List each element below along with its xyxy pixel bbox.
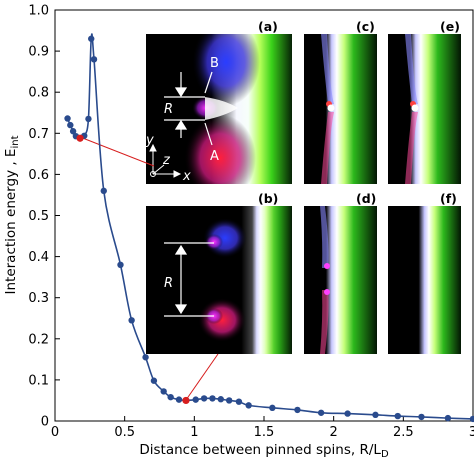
- inset-d: [304, 206, 377, 354]
- y-tick-label: 0.4: [28, 250, 49, 265]
- axis-z-label: z: [162, 153, 171, 168]
- connector-line-b: [185, 353, 219, 401]
- y-tick-label: 0.5: [28, 209, 49, 224]
- data-point: [90, 56, 98, 63]
- data-point: [235, 398, 243, 405]
- y-axis-ticks: 0 0.1 0.2 0.3 0.4 0.5 0.6 0.7 0.8 0.9 1.0: [28, 4, 60, 430]
- separation-markers-a: [164, 71, 213, 146]
- data-point: [88, 35, 95, 42]
- x-tick-label: 3: [469, 425, 474, 440]
- spin-b-label: B: [210, 56, 219, 71]
- data-point: [200, 395, 208, 402]
- data-point: [217, 396, 225, 403]
- y-tick-label: 0: [41, 415, 49, 430]
- series-layer: [64, 33, 474, 423]
- data-point: [317, 409, 325, 416]
- separation-markers-b: [164, 242, 214, 317]
- inset-a-label: (a): [258, 19, 278, 34]
- y-tick-label: 0.2: [28, 332, 49, 347]
- y-tick-label: 0.3: [28, 291, 49, 306]
- y-tick-label: 0.7: [28, 127, 49, 142]
- y-tick-label: 0.9: [28, 45, 49, 60]
- highlighted-point: [76, 134, 84, 142]
- data-point: [294, 406, 301, 414]
- data-point: [100, 187, 107, 195]
- data-point: [394, 412, 401, 420]
- x-tick-label: 1.5: [254, 425, 275, 440]
- inset-c-label: (c): [356, 19, 375, 34]
- inset-a: [146, 34, 292, 184]
- highlighted-point: [182, 396, 190, 405]
- data-point: [167, 393, 174, 401]
- y-tick-label: 0.6: [28, 168, 49, 183]
- data-point: [372, 411, 379, 419]
- axis-y-label: y: [145, 133, 154, 148]
- data-point: [444, 414, 452, 422]
- inset-axes-triad: [149, 143, 182, 178]
- axis-x-label: x: [182, 169, 191, 184]
- data-point: [344, 410, 351, 417]
- inset-b-label: (b): [258, 191, 278, 206]
- data-point: [67, 121, 74, 129]
- data-point: [469, 415, 474, 423]
- x-tick-label: 0: [51, 425, 59, 440]
- data-point: [160, 388, 167, 395]
- inset-e-label: (e): [440, 19, 460, 34]
- data-point: [69, 128, 77, 135]
- y-axis-title-subscript: int: [10, 135, 21, 148]
- data-point: [175, 396, 183, 403]
- y-tick-label: 0.8: [28, 86, 49, 101]
- inset-c: [304, 34, 377, 184]
- inset-b: [146, 206, 292, 354]
- inset-f: [388, 206, 461, 354]
- x-tick-label: 0.5: [114, 425, 135, 440]
- x-tick-label: 2: [330, 425, 338, 440]
- data-point: [192, 396, 199, 403]
- separation-r-label-a: R: [164, 102, 173, 117]
- data-point: [209, 395, 216, 402]
- x-tick-label: 2.5: [393, 425, 414, 440]
- data-point: [85, 115, 92, 123]
- data-point: [117, 261, 124, 269]
- data-point: [128, 317, 135, 324]
- spin-a-label: A: [210, 149, 219, 164]
- data-point: [225, 397, 233, 404]
- data-point: [418, 413, 425, 421]
- y-tick-label: 1.0: [28, 4, 49, 19]
- y-tick-label: 0.1: [28, 373, 49, 388]
- data-point: [269, 404, 276, 412]
- x-tick-label: 1: [190, 425, 198, 440]
- inset-d-label: (d): [356, 191, 376, 206]
- data-point: [142, 354, 149, 361]
- inset-e: [388, 34, 461, 184]
- data-point: [245, 402, 252, 409]
- x-axis-title: Distance between pinned spins, R/LD: [139, 442, 389, 459]
- inset-f-label: (f): [440, 191, 457, 206]
- separation-r-label-b: R: [164, 276, 173, 291]
- connector-line-a: [79, 136, 155, 167]
- x-axis-title-subscript: D: [381, 449, 389, 459]
- x-axis-ticks: 0 0.5 1 1.5 2 2.5 3: [51, 416, 474, 440]
- y-axis-title: Interaction energy , Eint: [3, 135, 21, 294]
- data-point: [150, 377, 158, 384]
- data-point: [64, 115, 71, 122]
